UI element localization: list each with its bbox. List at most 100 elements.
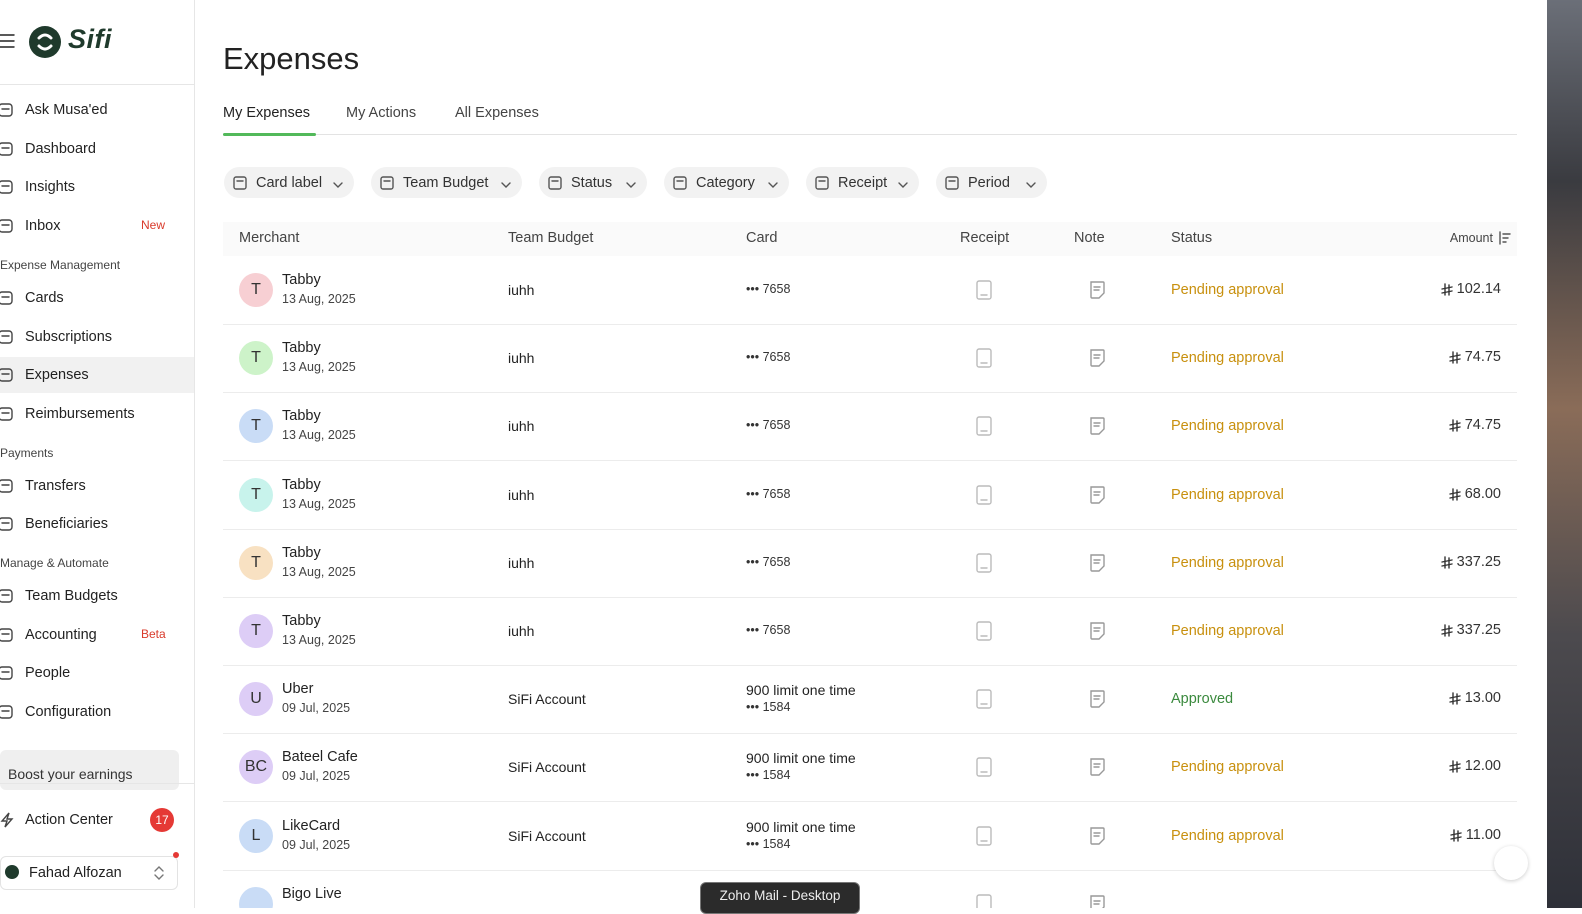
- tab[interactable]: My Expenses: [223, 105, 311, 121]
- tab[interactable]: All Expenses: [455, 105, 539, 121]
- note-icon: [1088, 621, 1107, 641]
- column-header: Card: [746, 230, 778, 246]
- column-header[interactable]: Amount: [1449, 231, 1493, 245]
- assistant-button[interactable]: [1494, 846, 1528, 880]
- nav-item[interactable]: Cards: [25, 289, 64, 306]
- table-row[interactable]: [223, 529, 1517, 597]
- amount: 337.25: [1456, 553, 1501, 570]
- filter-icon: [379, 175, 395, 191]
- column-header: Receipt: [960, 230, 1010, 246]
- nav-item[interactable]: Dashboard: [25, 140, 96, 157]
- filter-pill[interactable]: [539, 167, 647, 198]
- card-number: ••• 1584: [746, 700, 791, 715]
- column-header: Status: [1171, 230, 1213, 246]
- table-row[interactable]: [223, 802, 1517, 870]
- row-divider: [223, 801, 1517, 803]
- avatar: T: [239, 545, 273, 580]
- table-row[interactable]: [223, 597, 1517, 665]
- filter-label: Status: [571, 175, 613, 191]
- nav-icon: [0, 665, 14, 681]
- chevron: [1025, 177, 1037, 188]
- chevron: [332, 177, 344, 188]
- date: 13 Aug, 2025: [282, 564, 356, 579]
- nav-icon: [0, 367, 14, 383]
- table-row[interactable]: [223, 324, 1517, 392]
- tabs-border: [223, 134, 1517, 135]
- status: Pending approval: [1171, 350, 1284, 367]
- avatar: L: [239, 818, 273, 853]
- filter-label: Card label: [256, 175, 323, 191]
- nav-icon: [0, 102, 14, 118]
- filter-icon: [814, 175, 830, 191]
- filter-pill[interactable]: [664, 167, 789, 198]
- filter-label: Period: [968, 175, 1010, 191]
- nav-item[interactable]: Team Budgets: [25, 588, 118, 604]
- amount: 11.00: [1465, 826, 1501, 843]
- nav-item[interactable]: Inbox: [25, 218, 61, 235]
- notify-dot: [173, 852, 179, 858]
- receipt-icon: [975, 553, 993, 573]
- table-row[interactable]: [223, 665, 1517, 733]
- row-divider: [223, 596, 1517, 598]
- column-header: Team Budget: [508, 230, 594, 246]
- status: Pending approval: [1171, 282, 1284, 298]
- amount: 102.14: [1456, 281, 1501, 297]
- promo-text: Boost your earnings: [8, 766, 133, 782]
- currency-icon: [1450, 828, 1462, 842]
- page-title: Expenses: [223, 41, 360, 76]
- nav-item[interactable]: Configuration: [25, 704, 112, 721]
- date: 09 Jul, 2025: [282, 701, 351, 716]
- filter-pill[interactable]: [806, 167, 919, 198]
- nav-item[interactable]: Reimbursements: [25, 405, 135, 422]
- date: 09 Jul, 2025: [282, 837, 351, 852]
- filter-pill[interactable]: [371, 167, 522, 198]
- nav-item[interactable]: Expenses: [25, 367, 89, 384]
- logo-mark: [28, 25, 62, 59]
- nav-item[interactable]: Insights: [25, 179, 75, 196]
- action-center[interactable]: Action Center: [25, 812, 113, 828]
- receipt-icon: [975, 348, 993, 368]
- row-divider: [223, 869, 1517, 871]
- card-number: ••• 7658: [746, 554, 791, 569]
- note-icon: [1088, 485, 1107, 505]
- currency-icon: [1449, 351, 1461, 364]
- team-budget: iuhh: [508, 623, 535, 639]
- user-box[interactable]: [0, 856, 178, 890]
- table-row[interactable]: [223, 870, 1517, 908]
- nav-icon: [0, 516, 14, 532]
- table-row[interactable]: [223, 392, 1517, 460]
- amount: 13.00: [1464, 690, 1501, 707]
- table-header: [223, 222, 1517, 256]
- merchant: Tabby: [282, 544, 321, 561]
- currency-icon: [1440, 624, 1453, 637]
- team-budget: SiFi Account: [508, 759, 586, 776]
- filter-pill[interactable]: [936, 167, 1047, 198]
- card-label: 900 limit one time: [746, 750, 856, 767]
- nav-item[interactable]: Transfers: [25, 477, 86, 494]
- sort-icon: [1497, 231, 1511, 245]
- table-row[interactable]: [223, 461, 1517, 529]
- nav-item[interactable]: Subscriptions: [25, 328, 113, 345]
- card-number: ••• 7658: [746, 623, 791, 637]
- card-number: ••• 7658: [746, 350, 791, 365]
- status: Pending approval: [1171, 827, 1284, 844]
- status: Pending approval: [1171, 418, 1284, 435]
- table-row[interactable]: [223, 256, 1517, 324]
- date: 13 Aug, 2025: [282, 496, 356, 511]
- nav-icon: [0, 406, 14, 422]
- row-divider: [223, 324, 1517, 325]
- status: Pending approval: [1171, 759, 1284, 776]
- receipt-icon: [975, 825, 993, 846]
- nav-item[interactable]: Ask Musa'ed: [25, 102, 108, 118]
- status: Pending approval: [1171, 554, 1284, 571]
- table-row[interactable]: [223, 733, 1517, 801]
- amount: 68.00: [1464, 485, 1501, 502]
- nav-item[interactable]: Beneficiaries: [25, 516, 109, 533]
- nav-item[interactable]: People: [25, 665, 71, 682]
- tab[interactable]: My Actions: [346, 105, 417, 121]
- receipt-icon: [975, 484, 993, 505]
- tab-underline: [223, 133, 316, 136]
- nav-item[interactable]: Accounting: [25, 626, 97, 643]
- filter-label: Team Budget: [403, 175, 489, 191]
